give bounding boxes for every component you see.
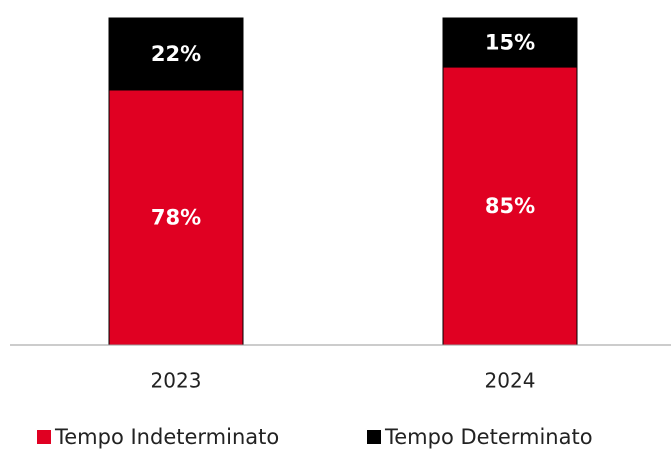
legend-label: Tempo Indeterminato [54, 425, 279, 449]
data-label: 15% [485, 31, 535, 55]
x-tick-label: 2023 [151, 369, 202, 393]
bar-segment [108, 17, 244, 91]
data-label: 78% [151, 205, 201, 229]
data-label: 22% [151, 42, 201, 66]
x-tick-label: 2024 [485, 369, 536, 393]
legend-swatch [37, 430, 51, 444]
data-label: 85% [485, 194, 535, 218]
bar-segment [108, 89, 244, 346]
bar-segment [442, 17, 578, 68]
legend-label: Tempo Determinato [384, 425, 593, 449]
legend-swatch [367, 430, 381, 444]
